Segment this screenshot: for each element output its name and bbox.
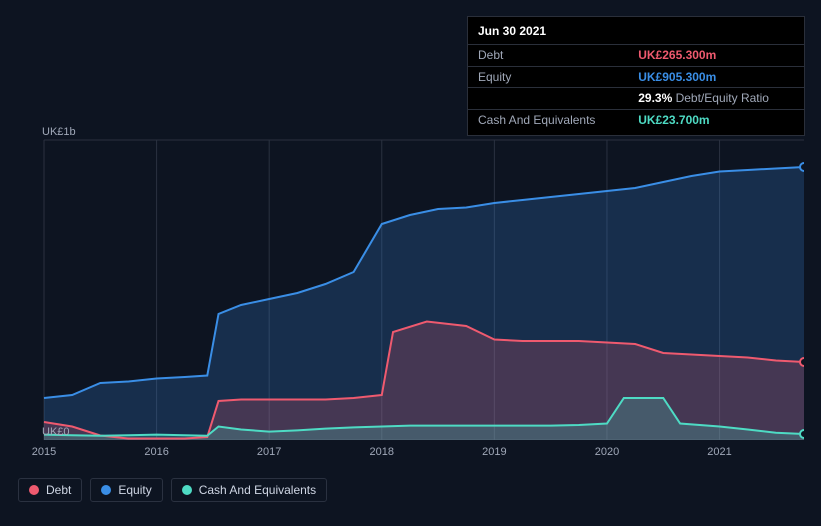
legend-label: Debt [46,483,71,497]
legend-swatch [29,485,39,495]
series-end-dot [800,430,804,438]
x-axis-label: 2015 [32,446,56,458]
x-axis-label: 2016 [144,446,168,458]
x-axis-label: 2019 [482,446,506,458]
y-axis-label: UK£1b [42,126,76,138]
x-axis-label: 2018 [370,446,394,458]
tooltip-row-value: UK£265.300m [628,44,804,66]
series-end-dot [800,163,804,171]
tooltip-row-label: Debt [468,44,628,66]
legend-label: Equity [118,483,151,497]
tooltip-row-value: UK£905.300m [628,66,804,88]
legend-item[interactable]: Equity [90,478,162,502]
x-axis: 2015 2016 2017 2018 2019 2020 2021 [18,446,804,464]
tooltip-row-value: 29.3% Debt/Equity Ratio [628,88,804,110]
legend-swatch [101,485,111,495]
y-axis-label: UK£0 [42,426,70,438]
x-axis-label: 2017 [257,446,281,458]
legend-swatch [182,485,192,495]
x-axis-label: 2021 [707,446,731,458]
legend-item[interactable]: Debt [18,478,82,502]
chart-tooltip: Jun 30 2021 DebtUK£265.300mEquityUK£905.… [467,16,805,136]
tooltip-row-label [468,88,628,110]
tooltip-row-label: Equity [468,66,628,88]
legend-item[interactable]: Cash And Equivalents [171,478,327,502]
legend-label: Cash And Equivalents [199,483,316,497]
x-axis-label: 2020 [595,446,619,458]
series-end-dot [800,358,804,366]
chart-legend: Debt Equity Cash And Equivalents [18,478,327,502]
chart-area[interactable]: UK£0 UK£1b [18,120,804,440]
tooltip-date: Jun 30 2021 [468,23,804,44]
